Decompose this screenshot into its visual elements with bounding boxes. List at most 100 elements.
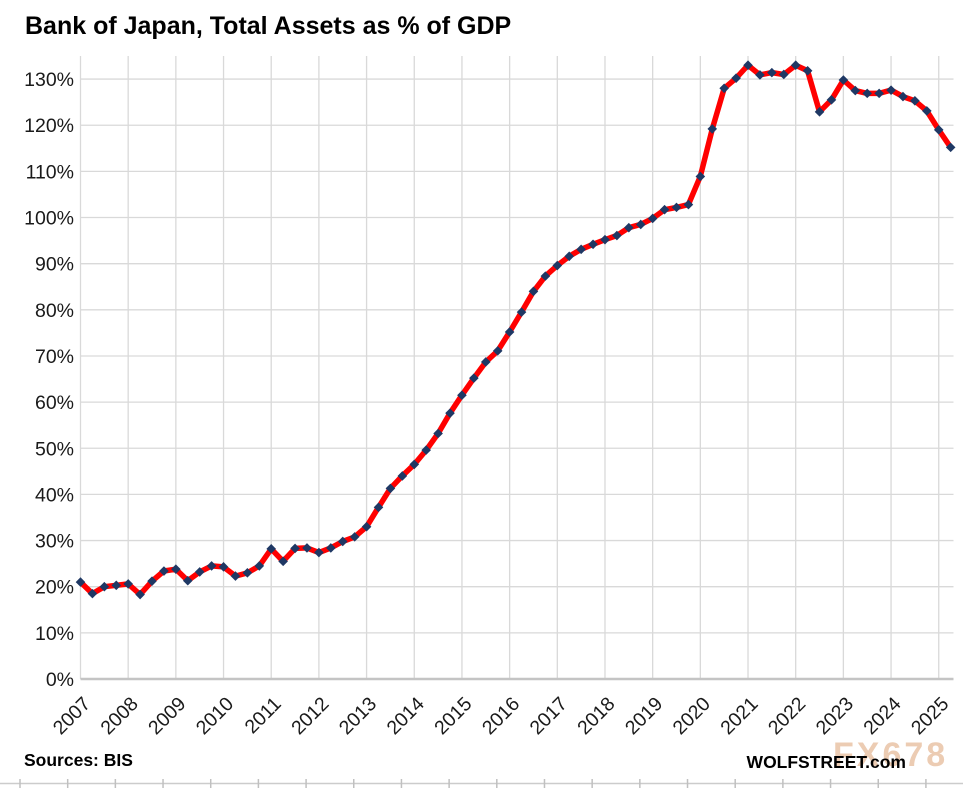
- data-point-marker: [87, 588, 98, 599]
- y-tick-label: 80%: [35, 300, 74, 322]
- data-point-marker: [135, 589, 145, 600]
- data-point-marker: [588, 239, 598, 250]
- y-tick-label: 120%: [24, 115, 74, 137]
- chart-title: Bank of Japan, Total Assets as % of GDP: [25, 12, 512, 40]
- data-point-marker: [635, 219, 646, 230]
- y-tick-label: 70%: [35, 346, 74, 368]
- data-point-marker: [194, 567, 205, 577]
- x-tick-label: 2008: [96, 693, 142, 739]
- data-point-marker: [314, 547, 324, 558]
- x-tick-label: 2021: [716, 693, 762, 739]
- data-point-marker: [886, 85, 896, 95]
- data-point-marker: [624, 222, 634, 233]
- y-tick-label: 60%: [35, 392, 74, 414]
- x-tick-label: 2025: [907, 693, 953, 739]
- y-tick-label: 50%: [35, 438, 74, 460]
- horizontal-gridlines: [80, 78, 954, 634]
- data-point-marker: [874, 88, 884, 99]
- data-point-marker: [302, 543, 312, 553]
- data-point-marker: [683, 199, 694, 210]
- data-point-marker: [266, 544, 277, 554]
- data-point-marker: [111, 580, 122, 591]
- data-point-marker: [182, 575, 193, 586]
- x-tick-label: 2015: [430, 693, 476, 739]
- series-markers: [75, 60, 956, 600]
- data-point-marker: [349, 532, 360, 542]
- y-tick-label: 20%: [35, 577, 74, 599]
- data-point-marker: [337, 536, 348, 547]
- x-tick-label: 2024: [859, 693, 905, 739]
- data-point-marker: [540, 271, 551, 281]
- data-point-marker: [361, 521, 372, 532]
- data-point-marker: [850, 85, 861, 96]
- y-tick-label: 10%: [35, 623, 74, 645]
- data-point-marker: [218, 562, 229, 572]
- data-point-marker: [290, 543, 300, 554]
- y-tick-label: 100%: [24, 208, 74, 230]
- x-tick-label: 2022: [764, 693, 810, 739]
- data-point-marker: [445, 408, 455, 418]
- data-point-marker: [230, 571, 241, 581]
- x-tick-label: 2018: [573, 693, 619, 739]
- y-tick-label: 40%: [35, 484, 74, 506]
- data-point-marker: [480, 357, 491, 367]
- source-note: Sources: BIS: [24, 750, 133, 770]
- y-tick-label: 110%: [26, 161, 74, 183]
- x-tick-label: 2014: [383, 693, 429, 739]
- x-tick-label: 2013: [335, 693, 381, 739]
- data-point-marker: [385, 483, 396, 494]
- data-point-marker: [933, 125, 944, 135]
- data-point-marker: [397, 471, 408, 481]
- data-point-marker: [838, 75, 849, 85]
- y-axis-labels: 0% 10% 20% 30% 40% 50% 60% 70% 80% 90% 100% 110% 120…: [24, 69, 74, 691]
- data-point-marker: [814, 107, 825, 117]
- data-point-marker: [600, 234, 610, 245]
- vertical-gridlines: [79, 56, 940, 679]
- data-point-marker: [159, 566, 169, 576]
- data-point-marker: [433, 428, 443, 439]
- data-point-marker: [695, 171, 706, 182]
- data-point-marker: [171, 564, 181, 574]
- x-tick-label: 2016: [478, 693, 524, 739]
- data-point-marker: [922, 106, 932, 116]
- y-tick-label: 130%: [24, 69, 74, 91]
- branding-text: WOLFSTREET.com: [746, 752, 906, 772]
- data-point-marker: [647, 213, 658, 224]
- data-point-marker: [790, 60, 801, 71]
- data-point-marker: [326, 543, 336, 553]
- data-point-marker: [373, 502, 384, 513]
- y-tick-label: 90%: [35, 254, 74, 276]
- data-point-marker: [206, 561, 217, 571]
- x-tick-label: 2017: [526, 693, 572, 739]
- data-point-marker: [755, 70, 765, 80]
- x-tick-label: 2011: [241, 693, 286, 738]
- data-point-marker: [421, 445, 431, 455]
- data-point-marker: [552, 260, 563, 271]
- data-point-marker: [528, 286, 539, 297]
- y-tick-label: 30%: [35, 531, 74, 553]
- x-tick-label: 2020: [669, 693, 715, 739]
- data-point-marker: [743, 60, 753, 71]
- bottom-cropped-axis-fragment: [0, 779, 963, 788]
- x-tick-label: 2007: [49, 693, 95, 739]
- data-point-marker: [123, 579, 133, 589]
- x-tick-label: 2010: [192, 693, 238, 739]
- data-point-marker: [147, 576, 157, 586]
- data-point-marker: [504, 327, 515, 337]
- x-tick-label: 2023: [812, 693, 858, 739]
- data-point-marker: [75, 577, 86, 587]
- data-point-marker: [910, 95, 920, 106]
- data-point-marker: [576, 244, 586, 255]
- data-point-marker: [826, 95, 837, 105]
- data-point-marker: [409, 459, 420, 470]
- data-point-marker: [719, 83, 729, 94]
- data-point-marker: [516, 307, 527, 317]
- x-axis-labels: 2007 2008 2009 2010 2011 2012 2013 2014 2015 2016…: [49, 693, 954, 739]
- data-point-marker: [564, 251, 575, 262]
- data-point-marker: [254, 561, 265, 571]
- data-point-marker: [671, 202, 682, 213]
- y-tick-label: 0%: [46, 669, 74, 691]
- data-point-marker: [802, 65, 813, 76]
- data-point-marker: [278, 556, 288, 567]
